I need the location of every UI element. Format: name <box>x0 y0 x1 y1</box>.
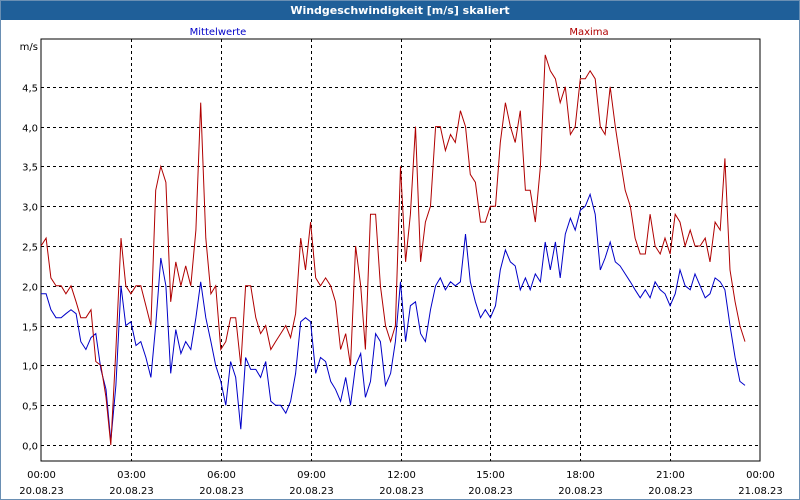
y-tick-label: 1,5 <box>22 323 38 334</box>
y-tick-label: 4,5 <box>22 84 38 95</box>
x-tick-time: 00:00 <box>746 470 775 481</box>
x-tick-time: 03:00 <box>117 470 146 481</box>
x-tick-date: 20.08.23 <box>199 486 244 497</box>
x-tick-date: 20.08.23 <box>379 486 424 497</box>
legend-mittelwerte: Mittelwerte <box>190 27 247 38</box>
x-tick-date: 20.08.23 <box>648 486 693 497</box>
y-tick-label: 3,0 <box>22 203 38 214</box>
x-tick-date: 20.08.23 <box>558 486 603 497</box>
y-tick-label: 1,0 <box>22 362 38 373</box>
y-tick-label: 0,0 <box>22 442 38 453</box>
legend-maxima: Maxima <box>569 27 608 38</box>
x-tick-date: 20.08.23 <box>19 486 64 497</box>
y-tick-label: 2,0 <box>22 283 38 294</box>
window-title: Windgeschwindigkeit [m/s] skaliert <box>1 1 799 20</box>
y-tick-label: 2,5 <box>22 243 38 254</box>
x-tick-time: 12:00 <box>387 470 416 481</box>
series-line-mittelwerte <box>41 192 746 442</box>
y-tick-label: 0,5 <box>22 402 38 413</box>
x-tick-time: 21:00 <box>656 470 685 481</box>
x-tick-date: 20.08.23 <box>289 486 334 497</box>
x-tick-time: 15:00 <box>476 470 505 481</box>
x-tick-time: 00:00 <box>27 470 56 481</box>
plot-area <box>40 38 761 462</box>
x-tick-time: 18:00 <box>566 470 595 481</box>
y-axis-label: m/s <box>20 42 38 53</box>
x-tick-date: 20.08.23 <box>109 486 154 497</box>
x-tick-time: 09:00 <box>297 470 326 481</box>
x-tick-date: 20.08.23 <box>468 486 513 497</box>
y-tick-label: 4,0 <box>22 124 38 135</box>
y-tick-label: 3,5 <box>22 163 38 174</box>
series-line-maxima <box>40 54 746 446</box>
x-tick-time: 06:00 <box>207 470 236 481</box>
x-tick-date: 21.08.23 <box>738 486 783 497</box>
